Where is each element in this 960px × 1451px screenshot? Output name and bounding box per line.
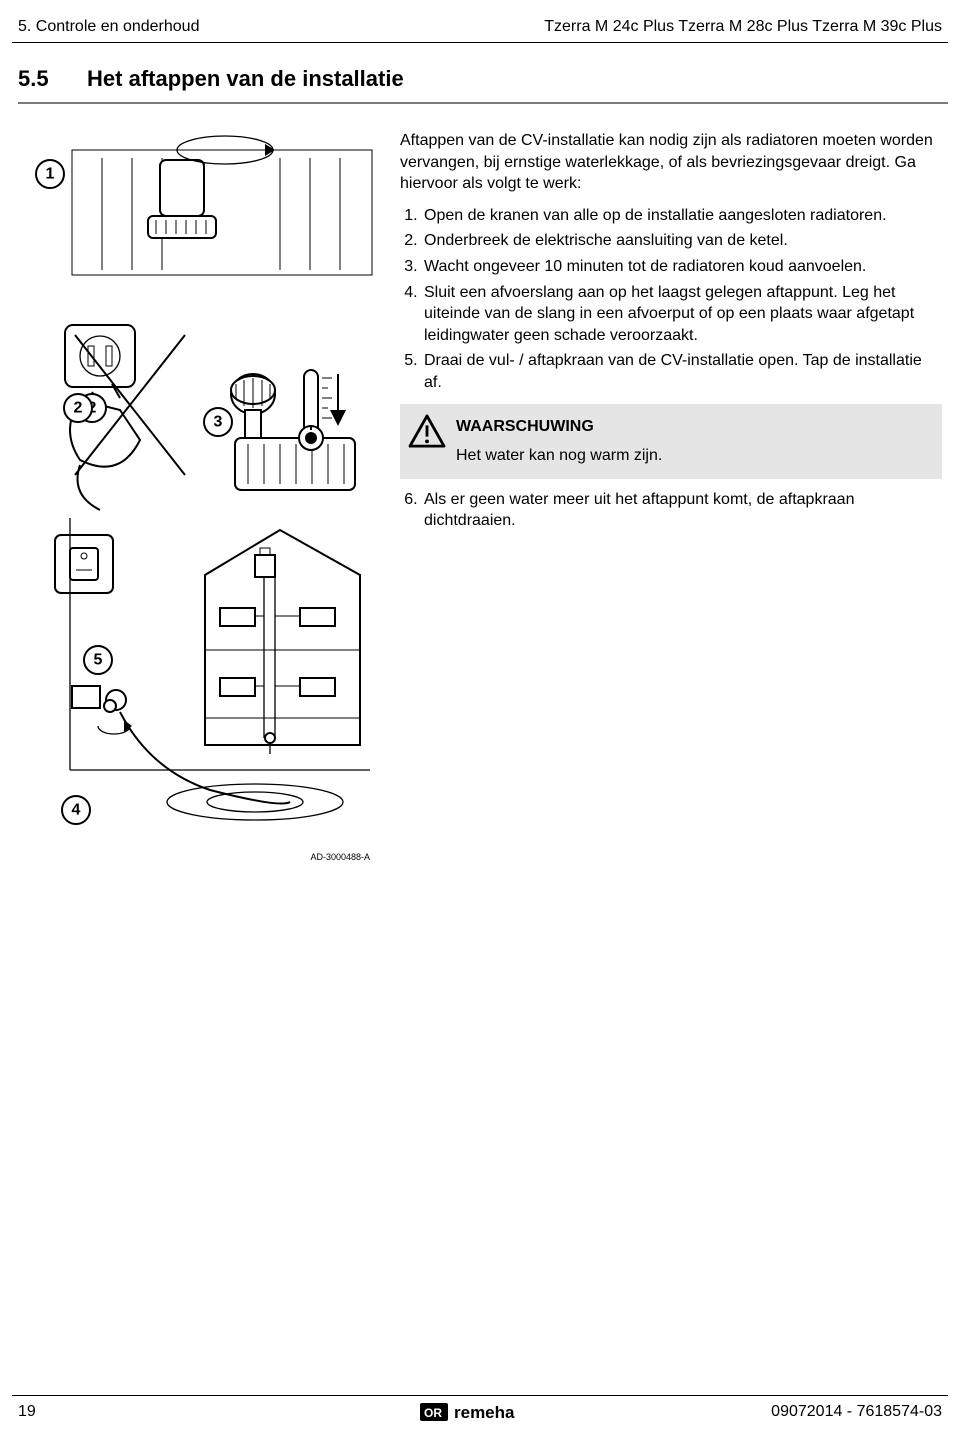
section-heading: 5.5 Het aftappen van de installatie	[18, 66, 948, 104]
footer-rule	[12, 1395, 948, 1396]
step-item: Als er geen water meer uit het aftappunt…	[422, 489, 942, 532]
product-label: Tzerra M 24c Plus Tzerra M 28c Plus Tzer…	[544, 18, 942, 36]
warning-icon	[408, 414, 446, 448]
header-rule	[12, 42, 948, 43]
step-item: Onderbreek de elektrische aansluiting va…	[422, 230, 942, 252]
intro-paragraph: Aftappen van de CV-installatie kan nodig…	[400, 130, 942, 195]
chapter-label: 5. Controle en onderhoud	[18, 18, 199, 36]
step-item: Open de kranen van alle op de installati…	[422, 205, 942, 227]
warning-title: WAARSCHUWING	[456, 416, 928, 438]
callout-5: 5	[94, 652, 103, 669]
document-number: 09072014 - 7618574-03	[771, 1403, 942, 1421]
step-item: Wacht ongeveer 10 minuten tot de radiato…	[422, 256, 942, 278]
svg-text:2: 2	[74, 400, 83, 417]
callout-4: 4	[72, 802, 81, 819]
warning-body: Het water kan nog warm zijn.	[456, 445, 928, 467]
svg-text:remeha: remeha	[454, 1403, 515, 1422]
callout-3: 3	[214, 414, 223, 431]
brand-logo: OR remeha	[420, 1401, 540, 1428]
steps-list: Open de kranen van alle op de installati…	[422, 205, 942, 394]
step-item: Draai de vul- / aftapkraan van de CV-ins…	[422, 350, 942, 393]
instruction-figure: 1 2	[20, 130, 390, 890]
section-title: Het aftappen van de installatie	[87, 66, 404, 92]
steps-after-list: Als er geen water meer uit het aftappunt…	[422, 489, 942, 532]
section-number: 5.5	[18, 66, 49, 92]
callout-1: 1	[46, 166, 55, 183]
warning-box: WAARSCHUWING Het water kan nog warm zijn…	[400, 404, 942, 479]
page-number: 19	[18, 1403, 36, 1421]
step-item: Sluit een afvoerslang aan op het laagst …	[422, 282, 942, 347]
svg-text:OR: OR	[424, 1406, 442, 1420]
figure-ref: AD-3000488-A	[310, 852, 370, 862]
